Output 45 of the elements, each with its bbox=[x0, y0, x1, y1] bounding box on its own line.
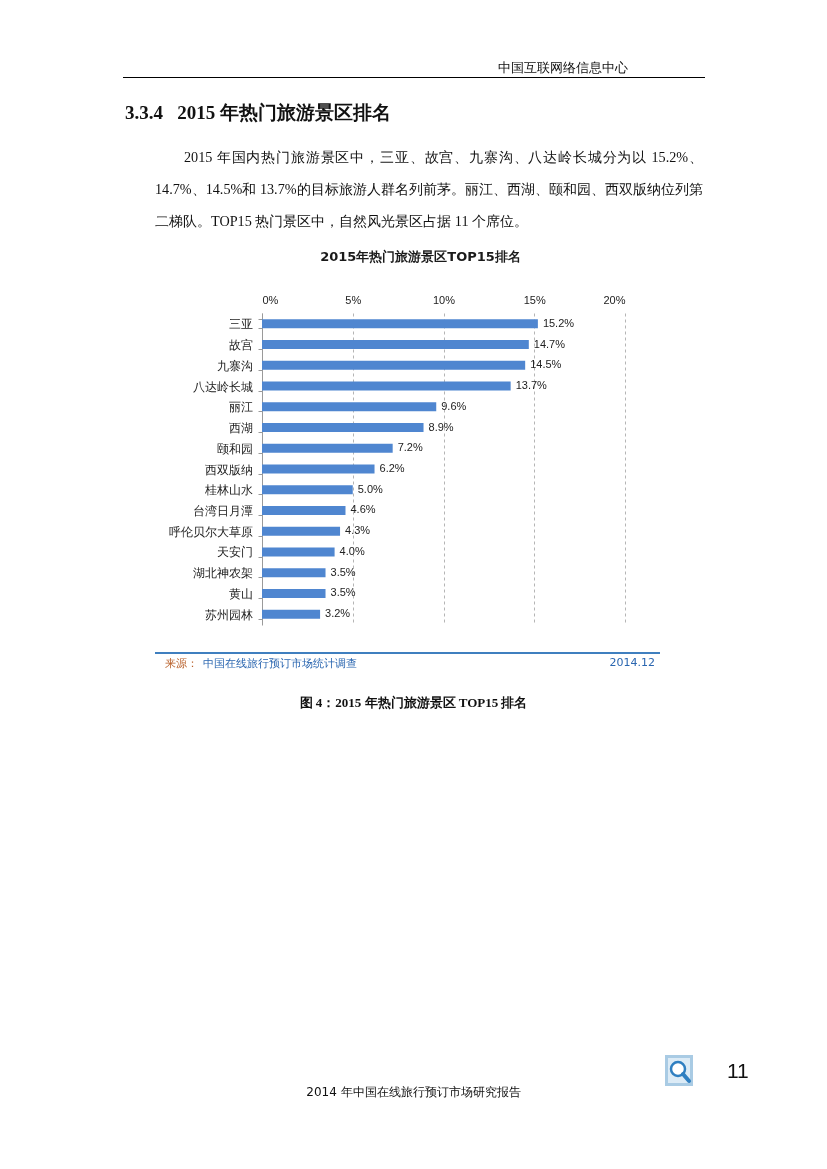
x-tick-label: 10% bbox=[432, 293, 456, 306]
y-tick-label: 天安门 bbox=[216, 545, 253, 560]
text: 2014.12 bbox=[609, 656, 655, 669]
data-label: 15.2% bbox=[542, 316, 575, 329]
text: 中国在线旅行预订市场统计调查 bbox=[203, 656, 357, 671]
x-tick-label: 15% bbox=[523, 293, 546, 306]
data-label: 4.0% bbox=[339, 544, 365, 557]
y-tick-label: 苏州园林 bbox=[204, 607, 253, 622]
data-label: 13.7% bbox=[515, 379, 548, 392]
y-tick-label: 丽江 bbox=[228, 400, 253, 415]
y-tick-label: 黄山 bbox=[228, 586, 253, 601]
y-tick-label: 呼伦贝尔大草原 bbox=[168, 524, 253, 539]
data-label: 14.7% bbox=[533, 337, 566, 350]
x-tick-label: 5% bbox=[345, 293, 362, 306]
x-tick-label: 0% bbox=[262, 293, 279, 306]
data-label: 5.0% bbox=[357, 482, 384, 495]
y-tick-label: 九寨沟 bbox=[216, 358, 253, 373]
data-label: 4.3% bbox=[345, 524, 371, 537]
y-tick-label: 桂林山水 bbox=[203, 483, 253, 498]
y-tick-label: 西双版纳 bbox=[204, 462, 253, 477]
data-label: 3.5% bbox=[330, 586, 356, 599]
text: 3.3.4 2015 年热门旅游景区排名 bbox=[125, 101, 391, 125]
data-label: 9.6% bbox=[441, 399, 467, 412]
data-label: 8.9% bbox=[428, 420, 454, 433]
data-label: 14.5% bbox=[530, 358, 562, 371]
y-tick-label: 三亚 bbox=[228, 317, 253, 332]
y-tick-label: 湖北神农架 bbox=[192, 566, 253, 581]
text: 中国互联网络信息中心 bbox=[498, 59, 628, 77]
source-note: 来源： bbox=[165, 656, 198, 671]
text: 11 bbox=[727, 1059, 749, 1083]
chart-title: 2015年热门旅游景区TOP15排名 bbox=[320, 249, 521, 264]
text: 2014 年中国在线旅行预订市场研究报告 bbox=[305, 1084, 522, 1101]
y-tick-label: 故宫 bbox=[228, 338, 253, 353]
data-label: 3.5% bbox=[330, 565, 356, 578]
y-tick-label: 颐和园 bbox=[216, 441, 253, 456]
x-tick-label: 20% bbox=[603, 293, 626, 306]
data-label: 7.2% bbox=[397, 441, 423, 454]
y-tick-label: 西湖 bbox=[228, 421, 253, 436]
data-label: 3.2% bbox=[325, 607, 351, 620]
data-label: 4.6% bbox=[350, 503, 376, 516]
y-tick-label: 八达岭长城 bbox=[192, 379, 253, 394]
y-tick-label: 台湾日月潭 bbox=[192, 503, 253, 518]
text: 2015 年国内热门旅游景区中，三亚、故宫、九寨沟、八达岭长城分为以 15.2%、14.7%、14.5%和 13.7%的目标旅游人群名列前茅。丽江、西湖、颐和园、西双版纳位列第二梯队。TOP15 热门景区中，自然风光景区占据 11 个席位。 bbox=[155, 148, 703, 231]
caption: 图 4：2015 年热门旅游景区 TOP15 排名 bbox=[298, 694, 529, 712]
data-label: 6.2% bbox=[379, 462, 405, 474]
